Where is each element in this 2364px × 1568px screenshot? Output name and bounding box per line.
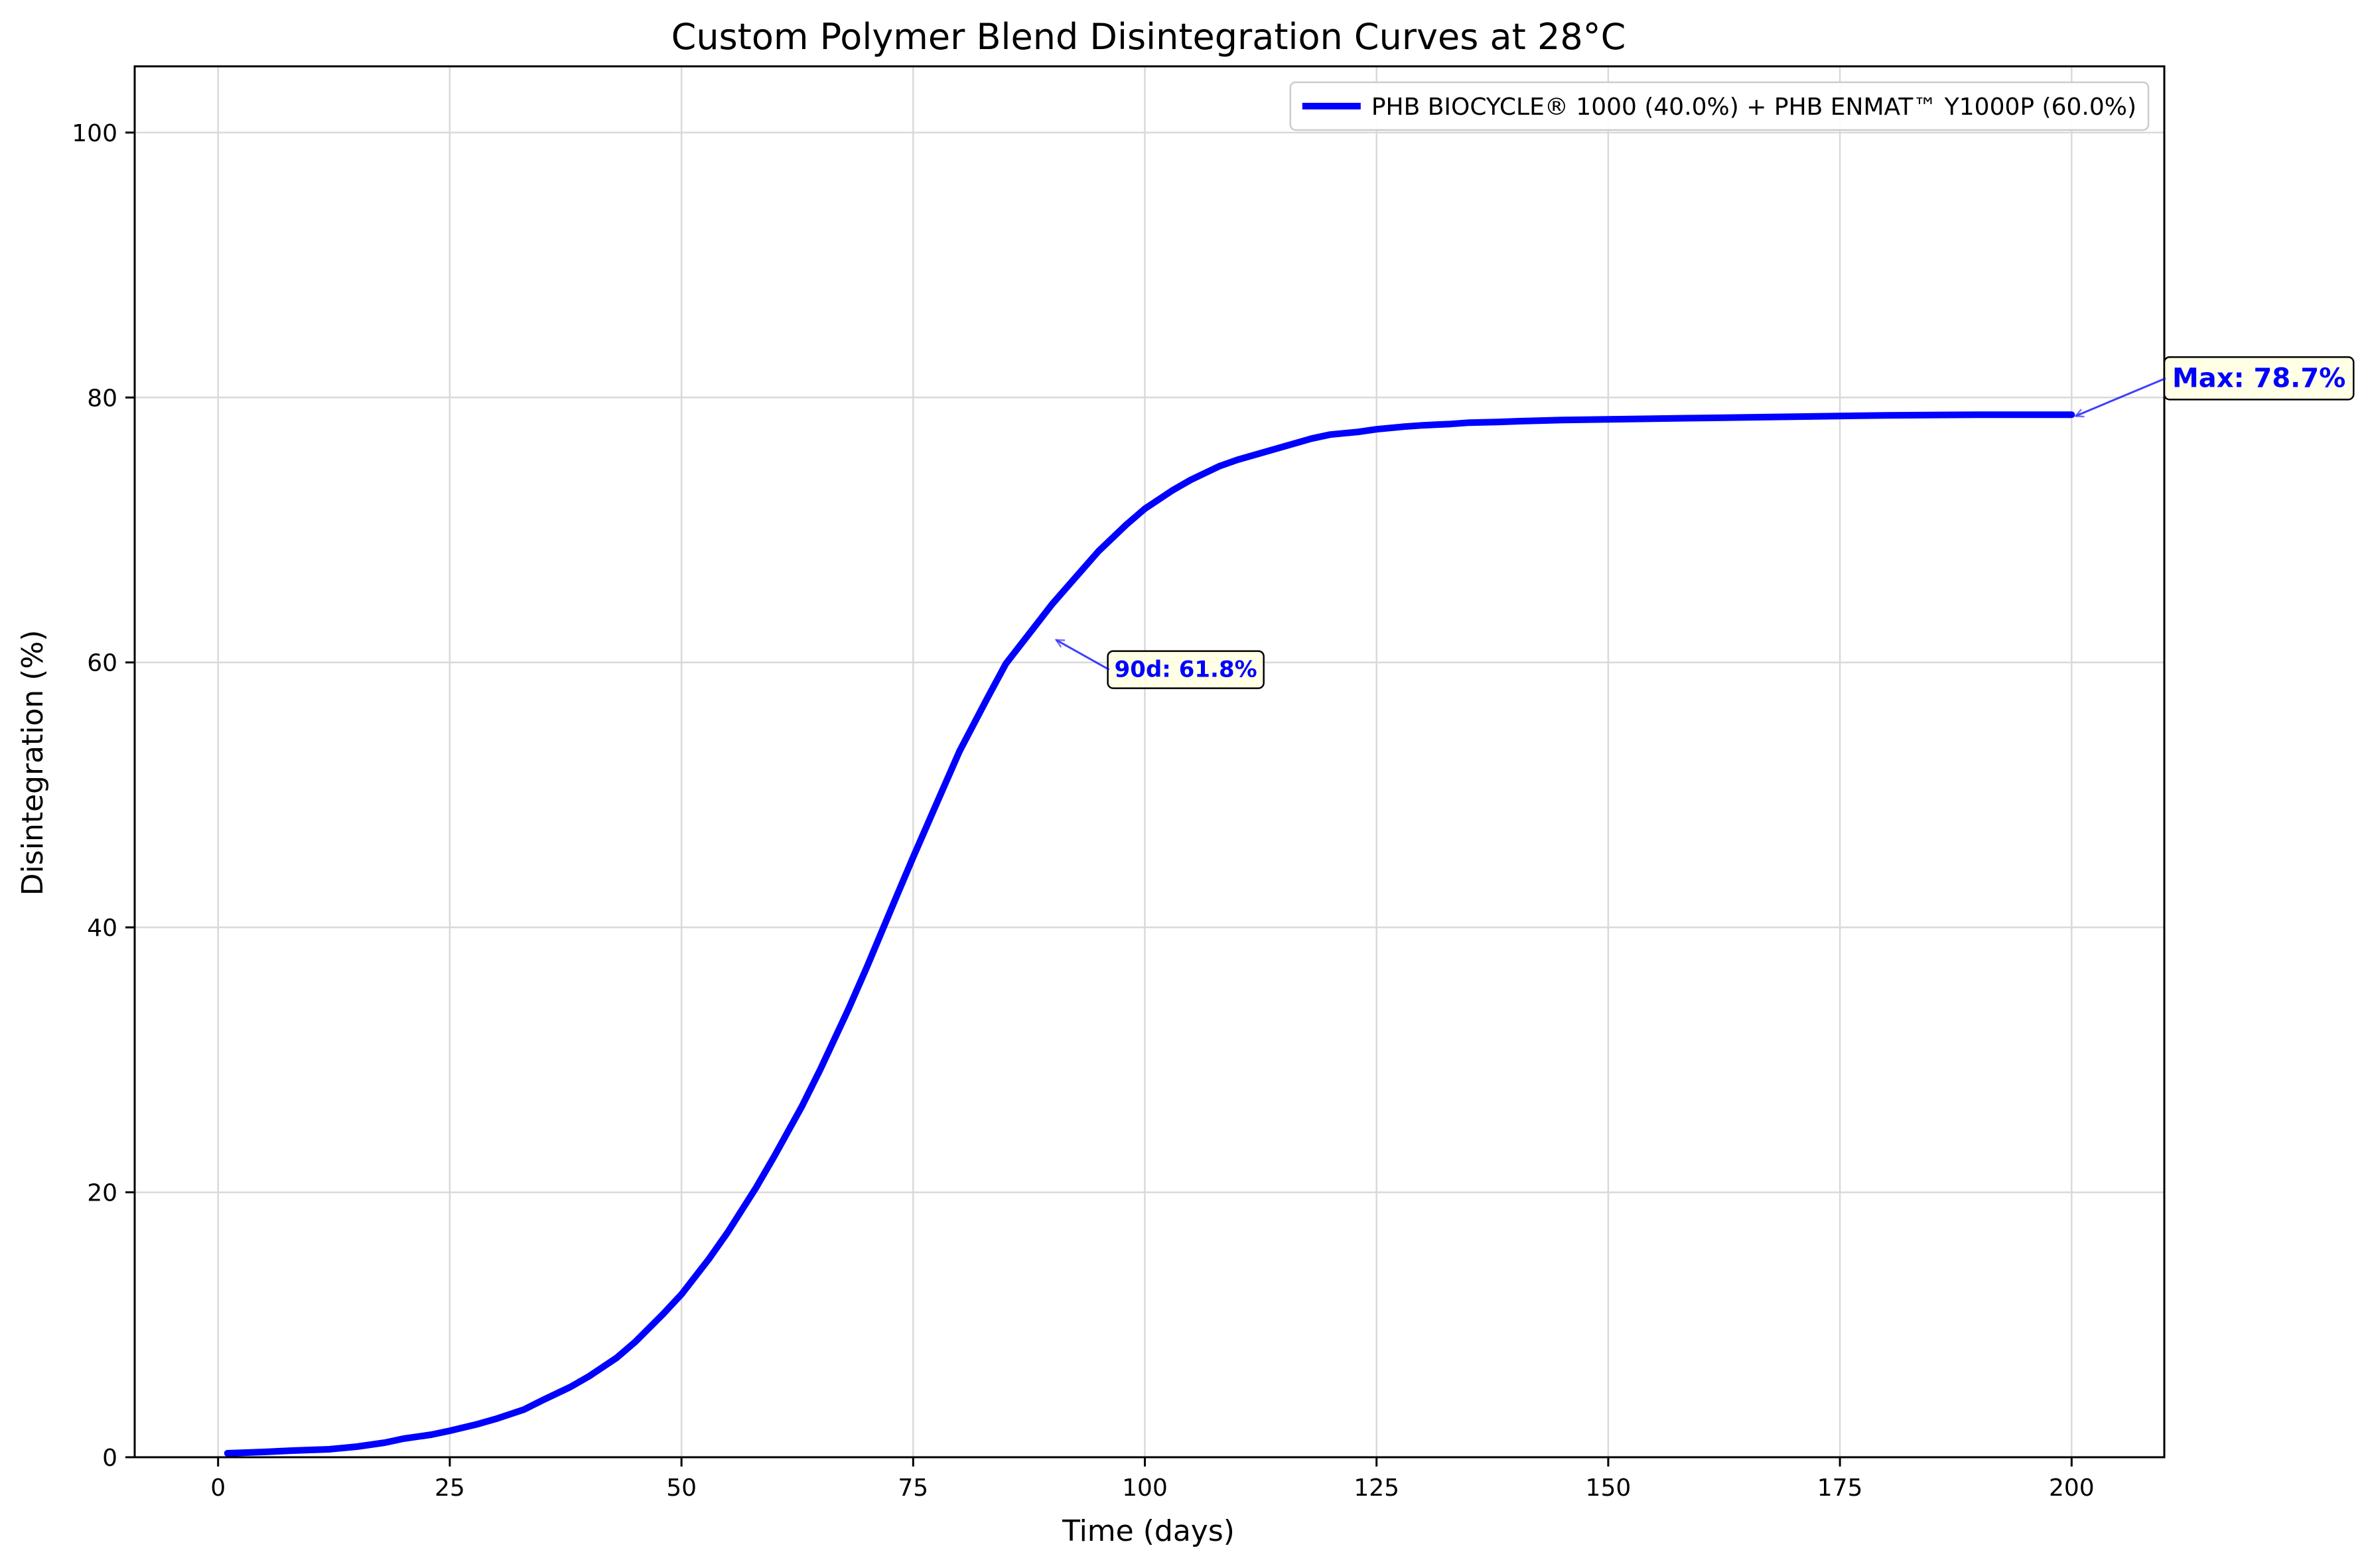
- x-tick-label-25: 25: [435, 1474, 465, 1502]
- grid-layer: [135, 66, 2164, 1459]
- x-tick-label-200: 200: [2049, 1474, 2095, 1502]
- y-tick-label-80: 80: [87, 385, 117, 412]
- x-axis-label: Time (days): [1062, 1514, 1235, 1548]
- x-tick-label-125: 125: [1354, 1474, 1399, 1502]
- x-tick-label-150: 150: [1586, 1474, 1632, 1502]
- annotation-label-0: 90d: 61.8%: [1115, 657, 1257, 683]
- annotation-0: 90d: 61.8%: [1056, 640, 1265, 689]
- x-tick-label-75: 75: [898, 1474, 928, 1502]
- y-axis-label: Disintegration (%): [16, 630, 50, 896]
- annotation-arrow-1: [2075, 377, 2166, 416]
- y-tick-label-100: 100: [72, 120, 117, 147]
- annotation-label-1: Max: 78.7%: [2172, 363, 2345, 393]
- plot-frame: [133, 65, 2166, 1459]
- x-tick-label-0: 0: [210, 1474, 226, 1502]
- legend-box: [1289, 81, 2150, 131]
- annotation-1: Max: 78.7%: [2075, 356, 2355, 416]
- data-layer: [224, 411, 2075, 1457]
- annotation-arrow-0: [1056, 640, 1110, 671]
- x-tick-label-50: 50: [666, 1474, 697, 1502]
- x-tick-label-100: 100: [1122, 1474, 1168, 1502]
- chart-title: Custom Polymer Blend Disintegration Curv…: [671, 16, 1626, 58]
- x-tick-label-175: 175: [1817, 1474, 1863, 1502]
- frame-layer: [133, 65, 2166, 1459]
- annotations-layer: 90d: 61.8% Max: 78.7%: [1056, 356, 2355, 689]
- y-tick-label-20: 20: [87, 1180, 117, 1207]
- legend-entry-label-0: PHB BIOCYCLE® 1000 (40.0%) + PHB ENMAT™ …: [1371, 94, 2136, 121]
- legend: PHB BIOCYCLE® 1000 (40.0%) + PHB ENMAT™ …: [1289, 81, 2150, 131]
- y-tick-label-0: 0: [102, 1445, 117, 1472]
- ticks-layer: 0 25 50 75 100 125 150 175 200 0 20 40 60 80 100: [72, 120, 2094, 1502]
- series-line-0: [224, 411, 2075, 1457]
- y-tick-label-60: 60: [87, 650, 117, 677]
- y-tick-label-40: 40: [87, 915, 117, 942]
